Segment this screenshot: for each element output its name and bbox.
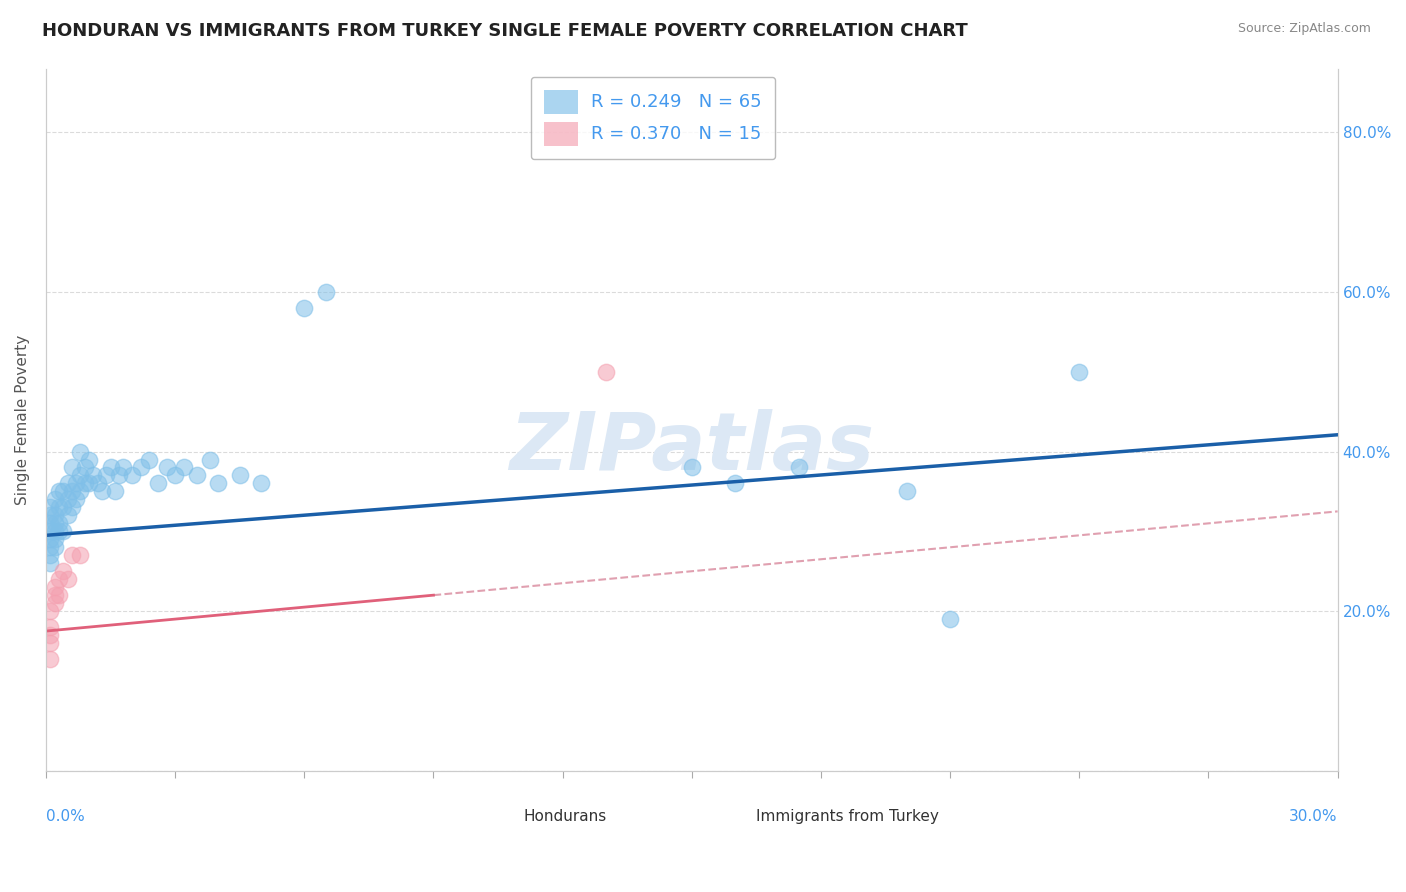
Point — [39, 620, 62, 634]
Point — [48, 484, 70, 499]
Point — [789, 460, 811, 475]
Point — [39, 548, 62, 562]
Point — [56, 572, 79, 586]
Point — [39, 652, 62, 666]
Point — [173, 460, 195, 475]
Point — [44, 508, 66, 523]
Point — [44, 524, 66, 539]
Point — [77, 452, 100, 467]
Point — [52, 500, 75, 515]
Point — [56, 476, 79, 491]
Point — [595, 365, 617, 379]
Point — [52, 564, 75, 578]
Text: ZIPatlas: ZIPatlas — [509, 409, 875, 487]
Point — [44, 492, 66, 507]
Point — [69, 444, 91, 458]
Point — [56, 508, 79, 523]
Point — [69, 468, 91, 483]
Point — [104, 484, 127, 499]
Point — [228, 468, 250, 483]
Y-axis label: Single Female Poverty: Single Female Poverty — [15, 334, 30, 505]
Point — [48, 588, 70, 602]
Point — [146, 476, 169, 491]
Point — [86, 476, 108, 491]
Point — [60, 500, 83, 515]
Point — [56, 492, 79, 507]
Point — [96, 468, 118, 483]
Point — [39, 604, 62, 618]
Point — [60, 484, 83, 499]
Point — [100, 460, 122, 475]
Point — [65, 476, 87, 491]
Point — [65, 492, 87, 507]
Point — [39, 533, 62, 547]
Point — [39, 541, 62, 555]
Point — [52, 484, 75, 499]
Point — [82, 468, 104, 483]
Point — [121, 468, 143, 483]
Point — [315, 285, 337, 299]
Point — [44, 533, 66, 547]
Text: HONDURAN VS IMMIGRANTS FROM TURKEY SINGLE FEMALE POVERTY CORRELATION CHART: HONDURAN VS IMMIGRANTS FROM TURKEY SINGL… — [42, 22, 967, 40]
Point — [724, 476, 747, 491]
Point — [48, 500, 70, 515]
Point — [39, 524, 62, 539]
Point — [39, 516, 62, 531]
Point — [207, 476, 229, 491]
Point — [91, 484, 114, 499]
Point — [39, 500, 62, 515]
Point — [129, 460, 152, 475]
Text: Hondurans: Hondurans — [524, 809, 607, 824]
Point — [48, 516, 70, 531]
Text: Source: ZipAtlas.com: Source: ZipAtlas.com — [1237, 22, 1371, 36]
Point — [60, 548, 83, 562]
Point — [44, 580, 66, 594]
Legend: R = 0.249   N = 65, R = 0.370   N = 15: R = 0.249 N = 65, R = 0.370 N = 15 — [531, 77, 775, 159]
Point — [44, 596, 66, 610]
Point — [1069, 365, 1091, 379]
Point — [108, 468, 131, 483]
Point — [73, 460, 96, 475]
Point — [165, 468, 187, 483]
Point — [60, 460, 83, 475]
Point — [39, 628, 62, 642]
Point — [69, 484, 91, 499]
Point — [44, 516, 66, 531]
Point — [48, 524, 70, 539]
Point — [39, 636, 62, 650]
Point — [52, 524, 75, 539]
Point — [939, 612, 962, 626]
Point — [112, 460, 135, 475]
Point — [186, 468, 208, 483]
Text: 30.0%: 30.0% — [1289, 809, 1337, 824]
Point — [896, 484, 918, 499]
Text: 0.0%: 0.0% — [46, 809, 84, 824]
Point — [48, 572, 70, 586]
Point — [138, 452, 160, 467]
Point — [250, 476, 273, 491]
Point — [292, 301, 315, 315]
Point — [155, 460, 177, 475]
Text: Immigrants from Turkey: Immigrants from Turkey — [756, 809, 939, 824]
Point — [73, 476, 96, 491]
Point — [44, 541, 66, 555]
Point — [69, 548, 91, 562]
Point — [198, 452, 221, 467]
Point — [39, 556, 62, 570]
Point — [77, 476, 100, 491]
Point — [44, 588, 66, 602]
Point — [681, 460, 703, 475]
Point — [39, 508, 62, 523]
